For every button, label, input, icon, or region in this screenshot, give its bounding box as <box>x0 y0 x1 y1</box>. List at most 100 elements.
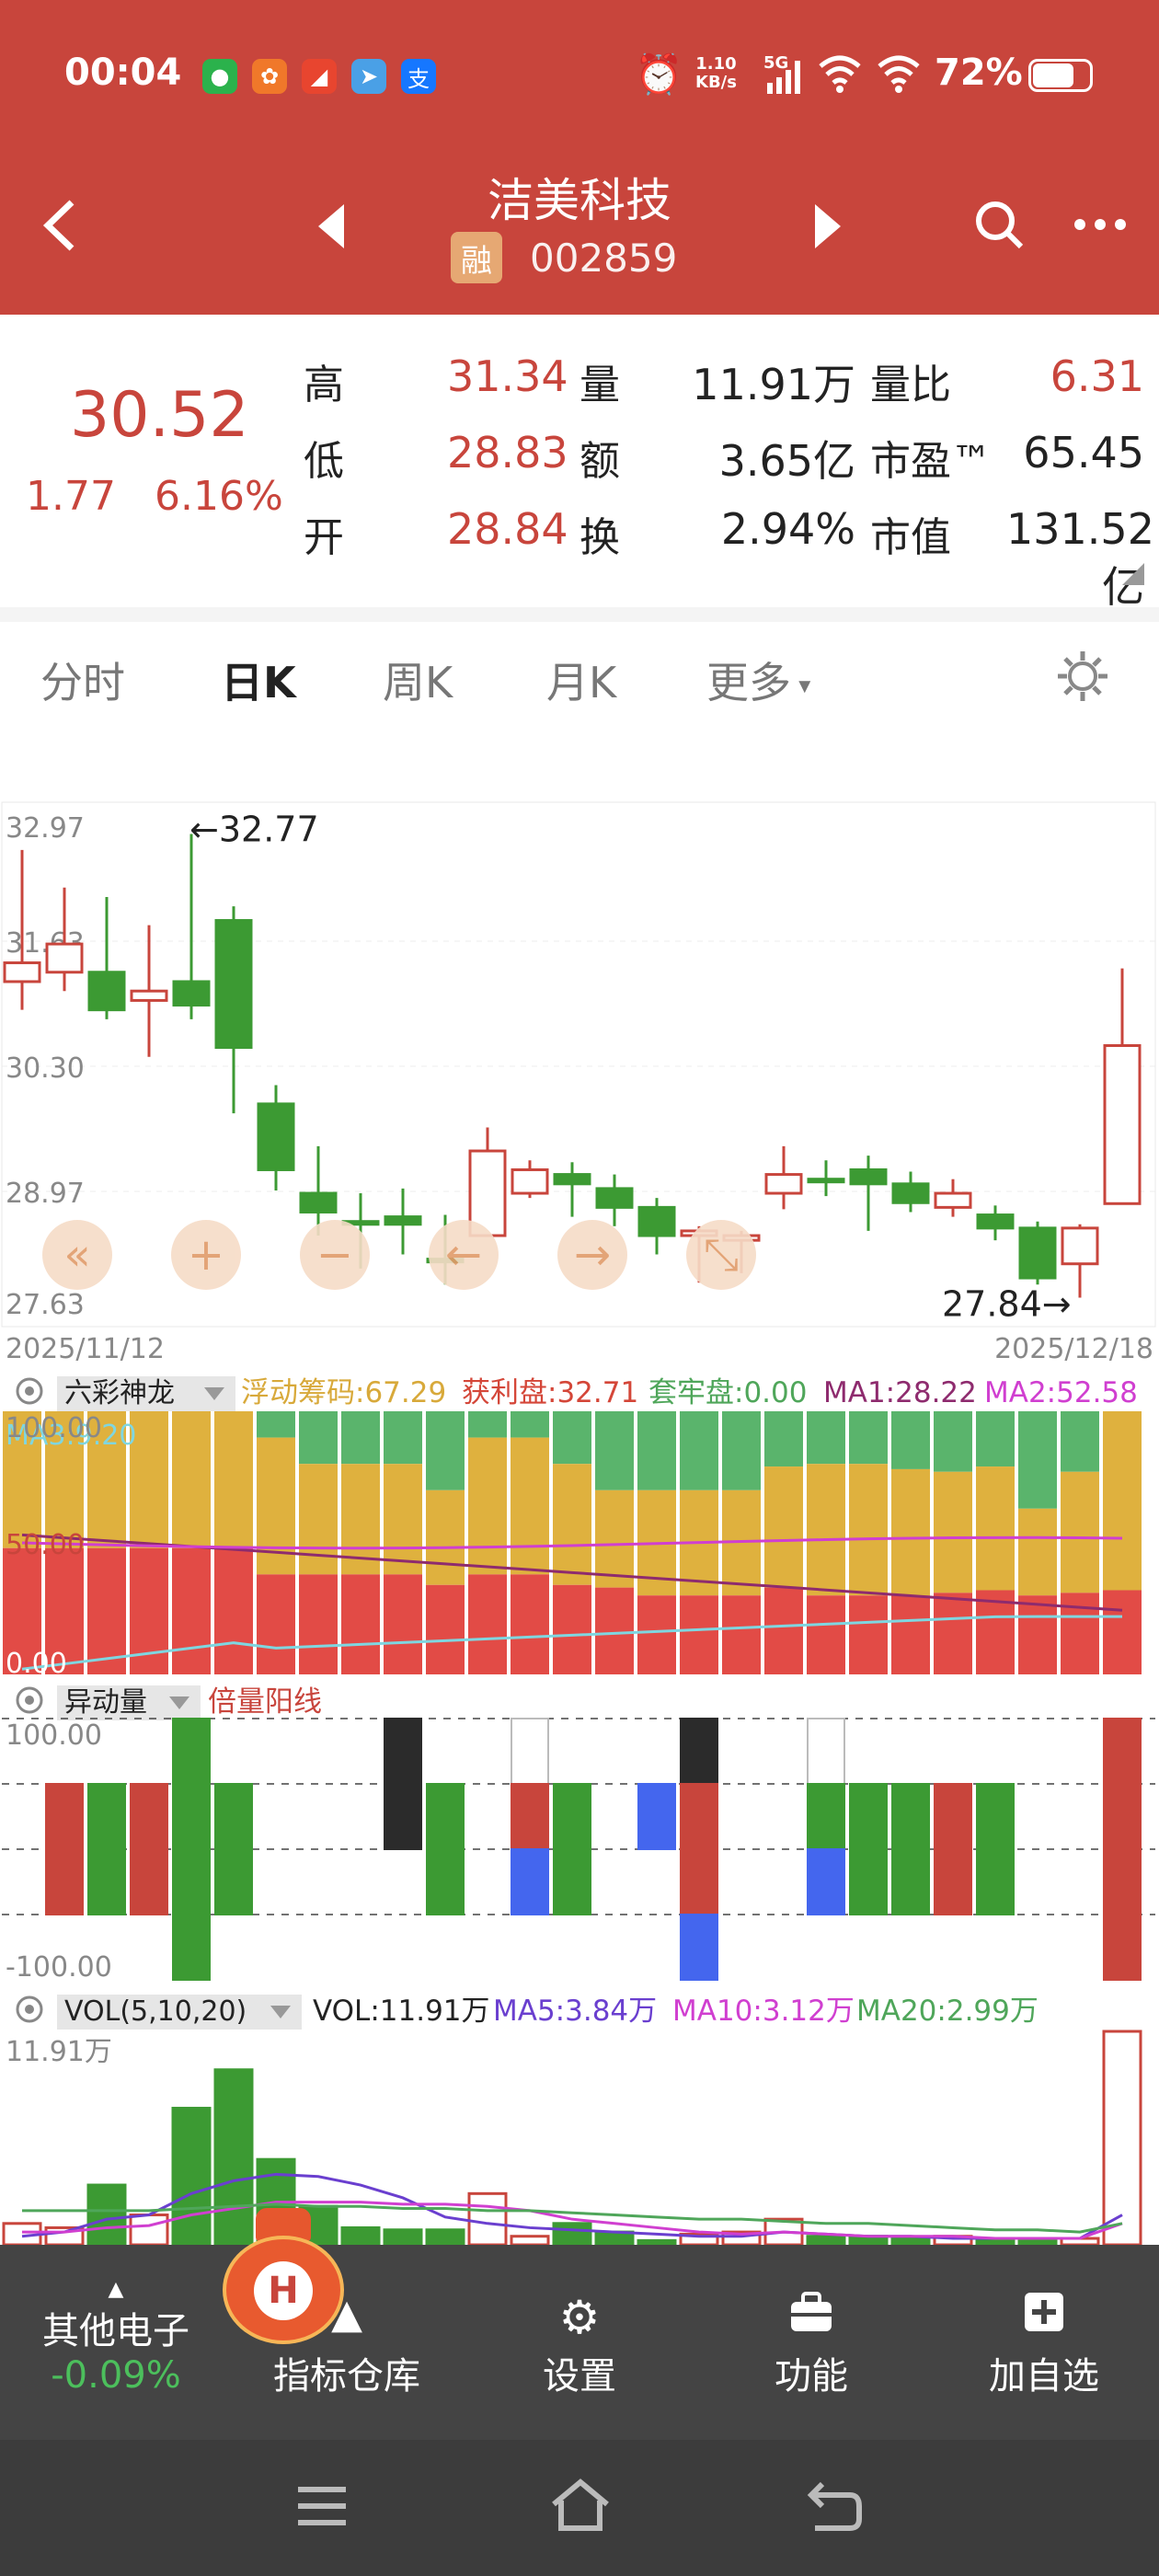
bottom-toolbar: ▲ 其他电子 -0.09% H ▲ 指标仓库 ⚙ 设置 功能 加自选 <box>0 2208 1159 2440</box>
ind2-legend-item: 倍量阳线 <box>208 1685 322 1719</box>
ind1-bar-yellow <box>1103 1411 1142 1591</box>
ind1-bar-red <box>976 1590 1015 1674</box>
last-price: 30.52 <box>70 379 249 452</box>
sector-change: -0.09% <box>51 2354 181 2397</box>
ind1-name-bg <box>57 1376 235 1411</box>
prev-stock-icon[interactable] <box>313 201 350 252</box>
ind1-bar-yellow <box>426 1489 465 1585</box>
notification-icons: ● ✿ ◢ ➤ 支 <box>202 59 436 94</box>
tab-monthly[interactable]: 月K <box>546 658 617 707</box>
ind1-settings-icon-hub <box>25 1386 34 1396</box>
scroll-left-button[interactable]: ← <box>429 1220 499 1290</box>
ind1-bar-green <box>680 1411 718 1490</box>
ind1-bar-yellow <box>384 1464 422 1575</box>
function-button[interactable]: 功能 <box>729 2291 894 2399</box>
vol-bar <box>213 2068 254 2245</box>
ind1-bar-green <box>426 1411 465 1490</box>
ind1-bar-yellow <box>214 1411 253 1548</box>
vol-ma5-line <box>21 2172 1123 2240</box>
vol-bar <box>340 2225 381 2245</box>
alarm-icon: ⏰ <box>635 52 683 97</box>
price-change: 1.77 <box>26 473 116 520</box>
ind2-bar <box>1103 1718 1142 1981</box>
tab-more[interactable]: 更多 ▾ <box>706 658 811 707</box>
ind1-bar-red <box>637 1595 676 1674</box>
promo-bag-icon[interactable]: H <box>219 2208 348 2355</box>
candle-body <box>1018 1226 1057 1280</box>
quote-v2-2: 2.94% <box>720 504 855 554</box>
ind1-bar-red <box>87 1547 126 1674</box>
ind1-bar-red <box>257 1574 295 1674</box>
indicator-library-button[interactable]: ▲ 指标仓库 <box>259 2291 434 2399</box>
candle-body <box>214 919 253 1050</box>
wifi-icon-2 <box>878 55 920 93</box>
kline-frame <box>1 801 1156 1328</box>
ind1-legend-item: 获利盘:32.71 <box>462 1376 638 1409</box>
back-icon[interactable] <box>37 195 83 256</box>
ind1-bar-red <box>299 1574 338 1674</box>
ind2-bar <box>511 1848 549 1915</box>
tab-daily[interactable]: 日K <box>221 658 296 707</box>
sector-indicator[interactable]: ▲ 其他电子 -0.09% <box>22 2278 210 2397</box>
quote-l1-2: 开 <box>304 514 344 561</box>
tab-intraday[interactable]: 分时 <box>40 658 125 707</box>
quote-l2-1: 额 <box>580 438 620 485</box>
scroll-right-button[interactable]: → <box>557 1220 627 1290</box>
ind1-bar-green <box>976 1411 1015 1467</box>
vol-legend-item: MA10:3.12万 <box>672 1995 855 2028</box>
add-square-icon <box>957 2291 1131 2346</box>
ind1-bar-red <box>341 1574 380 1674</box>
candle-body <box>595 1187 634 1209</box>
margin-tag: 融 <box>451 232 502 283</box>
candle-body <box>45 942 84 974</box>
ind1-bar-red <box>214 1547 253 1674</box>
menu-icon[interactable] <box>294 2482 350 2530</box>
chart-controls: « + − ← → ⤡ <box>42 1220 756 1290</box>
fullscreen-button[interactable]: ⤡ <box>686 1220 756 1290</box>
svg-text:5G: 5G <box>763 53 788 73</box>
caret-up-icon: ▲ <box>108 2278 124 2301</box>
kline-end-date: 2025/12/18 <box>994 1333 1153 1365</box>
triangle-icon: ▲ <box>331 2291 362 2338</box>
price-change-pct: 6.16% <box>155 473 283 520</box>
ind1-bar-red <box>934 1593 972 1674</box>
add-watchlist-button[interactable]: 加自选 <box>957 2291 1131 2399</box>
quote-v1-0: 31.34 <box>447 351 568 401</box>
tab-weekly[interactable]: 周K <box>383 658 453 707</box>
home-icon[interactable] <box>548 2477 613 2534</box>
ind2-y-tick-top: 100.00 <box>6 1719 102 1752</box>
next-stock-icon[interactable] <box>809 201 846 252</box>
ind2-bar <box>807 1848 845 1915</box>
search-icon[interactable] <box>971 197 1027 252</box>
kline-chart[interactable]: 32.9731.6330.3028.9727.63←32.7727.84→202… <box>0 732 1159 2245</box>
ind1-bar-yellow <box>468 1437 507 1575</box>
vol-legend-item: MA20:2.99万 <box>856 1995 1039 2028</box>
ind1-bar-green <box>299 1411 338 1465</box>
candle-body <box>172 980 211 1007</box>
candle-body <box>849 1167 888 1186</box>
chart-settings-icon[interactable] <box>1054 648 1111 705</box>
candle-body <box>637 1205 676 1237</box>
zoom-in-button[interactable]: + <box>171 1220 241 1290</box>
candle-body <box>87 971 126 1012</box>
ind1-y-tick-bottom: 0.00 <box>6 1648 67 1680</box>
quote-l3-0: 量比 <box>870 362 951 408</box>
expand-corner-icon[interactable] <box>1120 561 1146 587</box>
ind1-ma2-line <box>21 1535 1123 1550</box>
ind2-bar <box>891 1783 930 1915</box>
kline-low-marker: 27.84→ <box>942 1284 1072 1325</box>
back-nav-icon[interactable] <box>806 2478 865 2534</box>
more-icon[interactable] <box>1071 213 1130 236</box>
kline-y-tick: 28.97 <box>6 1178 85 1210</box>
ind1-bar-red <box>680 1595 718 1674</box>
ind1-bar-yellow <box>45 1411 84 1548</box>
ind2-bar <box>511 1718 549 1785</box>
scroll-start-button[interactable]: « <box>42 1220 112 1290</box>
settings-button[interactable]: ⚙ 设置 <box>497 2291 662 2399</box>
ind1-bar-green <box>595 1411 634 1490</box>
candle-body <box>3 961 41 983</box>
candle-body <box>1103 1044 1142 1205</box>
ind2-bar <box>976 1783 1015 1915</box>
zoom-out-button[interactable]: − <box>300 1220 370 1290</box>
vol-settings-icon-hub <box>25 2005 34 2014</box>
